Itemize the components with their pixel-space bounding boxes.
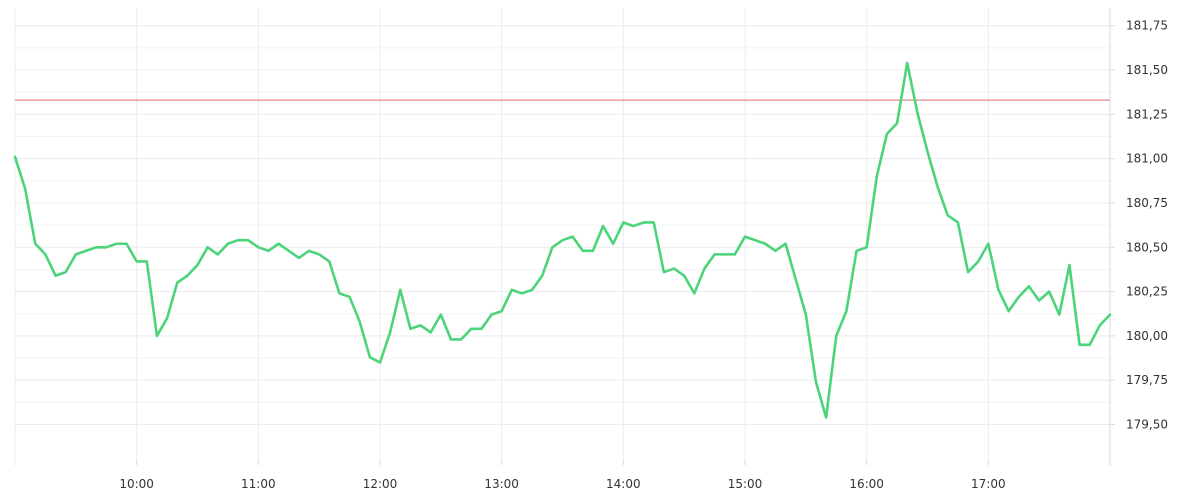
- y-tick-label: 181,50: [1126, 63, 1168, 77]
- x-tick-label: 10:00: [119, 477, 154, 491]
- x-tick-label: 16:00: [849, 477, 884, 491]
- x-tick-label: 13:00: [484, 477, 519, 491]
- x-tick-label: 15:00: [728, 477, 763, 491]
- x-tick-label: 11:00: [241, 477, 276, 491]
- y-tick-label: 181,25: [1126, 107, 1168, 121]
- x-axis-ticks: 10:00 11:00 12:00 13:00 14:00 15:00 16:00 17:00: [119, 460, 1006, 491]
- x-tick-label: 12:00: [363, 477, 398, 491]
- grid: [15, 8, 1110, 460]
- x-tick-label: 17:00: [971, 477, 1006, 491]
- axes: [14, 8, 1111, 466]
- price-series-line: [13, 61, 1112, 419]
- y-tick-label: 179,50: [1126, 418, 1168, 432]
- series-layer: [13, 61, 1112, 419]
- y-tick-label: 180,75: [1126, 196, 1168, 210]
- y-axis-ticks: 181,75 181,50 181,25 181,00 180,75 180,50 180,…: [1110, 19, 1168, 432]
- y-tick-label: 180,00: [1126, 329, 1168, 343]
- y-tick-label: 179,75: [1126, 373, 1168, 387]
- y-tick-label: 180,25: [1126, 285, 1168, 299]
- x-tick-label: 14:00: [606, 477, 641, 491]
- y-tick-label: 181,00: [1126, 152, 1168, 166]
- y-tick-label: 180,50: [1126, 240, 1168, 254]
- y-tick-label: 181,75: [1126, 19, 1168, 33]
